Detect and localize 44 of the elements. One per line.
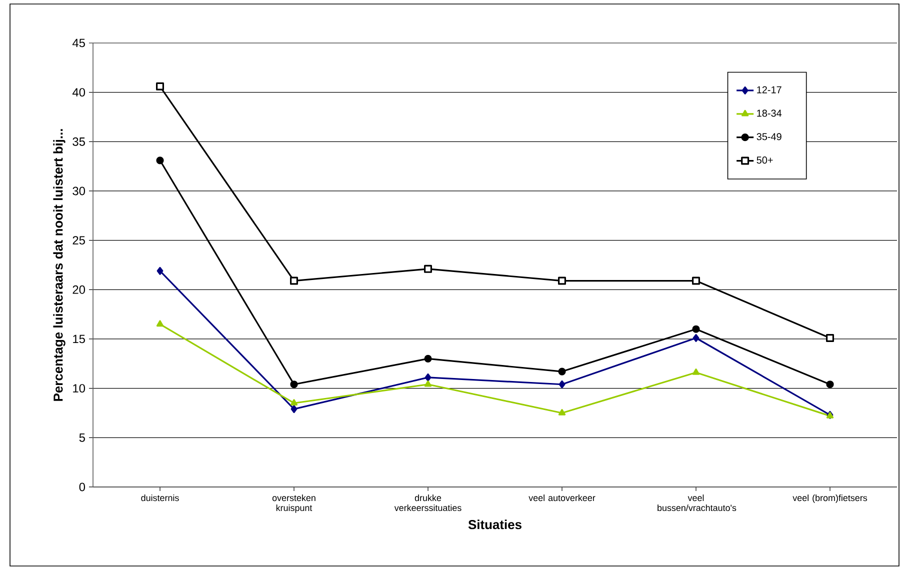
- x-tick-label: veel (brom)fietsers: [792, 494, 868, 503]
- point: [692, 368, 700, 375]
- point: [692, 334, 700, 342]
- y-tick-label: 15: [73, 334, 85, 344]
- x-tick-label: veel bussen/vrachtauto's: [658, 494, 736, 512]
- point: [558, 368, 566, 376]
- point: [156, 320, 164, 327]
- y-tick-label: 30: [72, 186, 86, 196]
- point: [290, 405, 298, 414]
- point: [424, 380, 432, 387]
- y-tick-label: 20: [72, 285, 86, 294]
- y-tick-label: 45: [72, 38, 85, 48]
- y-tick-label: 40: [72, 88, 86, 97]
- point: [156, 156, 164, 164]
- x-tick-label: drukke verkeerssituaties: [394, 494, 462, 512]
- legend-label: 35-49: [756, 133, 782, 140]
- point: [826, 334, 834, 342]
- point: [290, 399, 298, 406]
- point: [558, 276, 566, 285]
- point: [156, 266, 164, 275]
- legend-label: 50+: [756, 156, 773, 164]
- x-tick-label: veel autoverkeer: [528, 494, 596, 502]
- point: [156, 82, 164, 90]
- y-tick-label: 0: [79, 482, 86, 492]
- point: [558, 408, 566, 416]
- x-tick-label: duisternis: [141, 494, 179, 502]
- legend-label: 18-34: [757, 110, 782, 117]
- point: [692, 276, 700, 285]
- legend-label: 12-17: [757, 86, 782, 94]
- y-tick-label: 10: [73, 384, 86, 393]
- point: [826, 380, 834, 388]
- y-tick-label: 25: [72, 236, 85, 245]
- point: [290, 276, 298, 285]
- point: [290, 380, 298, 388]
- y-tick-label: 5: [79, 433, 85, 442]
- point: [424, 264, 432, 273]
- x-tick-label: oversteken kruispunt: [272, 494, 316, 513]
- x-axis-title: Situaties: [468, 520, 522, 530]
- y-tick-label: 35: [72, 137, 85, 146]
- point: [424, 354, 432, 363]
- point: [558, 380, 566, 388]
- point: [424, 373, 432, 382]
- point: [692, 325, 700, 333]
- y-axis-title: Percentage luisteraars dat nooit luistert bij...: [53, 129, 66, 401]
